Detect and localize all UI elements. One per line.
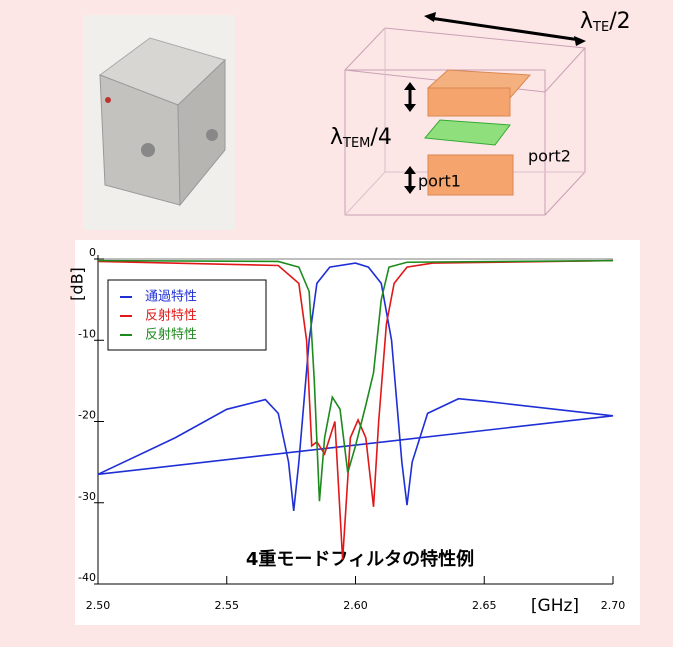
- page: λTE/2 λTEM/4 port1 port2 0-10-20-30-402.…: [0, 0, 673, 647]
- photo: [83, 15, 235, 230]
- y-tick-label: -30: [78, 490, 96, 503]
- x-tick-label: 2.70: [601, 599, 626, 612]
- x-tick-label: 2.60: [343, 599, 368, 612]
- legend-label: 反射特性: [145, 308, 197, 324]
- figure: λTE/2 λTEM/4 port1 port2 0-10-20-30-402.…: [0, 0, 673, 643]
- port1-label: port1: [418, 172, 461, 191]
- y-tick-label: -40: [78, 571, 96, 584]
- x-tick-label: 2.65: [472, 599, 497, 612]
- port2-label: port2: [528, 147, 571, 166]
- x-tick-label: 2.50: [86, 599, 111, 612]
- y-axis-title: [dB]: [68, 267, 87, 301]
- x-axis-title: [GHz]: [531, 596, 579, 616]
- x-tick-label: 2.55: [215, 599, 240, 612]
- legend-label: 反射特性: [145, 327, 197, 343]
- y-tick-label: -10: [78, 327, 96, 340]
- legend-label: 通過特性: [145, 290, 197, 305]
- y-tick-label: 0: [89, 246, 96, 259]
- y-tick-label: -20: [78, 409, 96, 422]
- chart-title: 4重モードフィルタの特性例: [246, 548, 474, 570]
